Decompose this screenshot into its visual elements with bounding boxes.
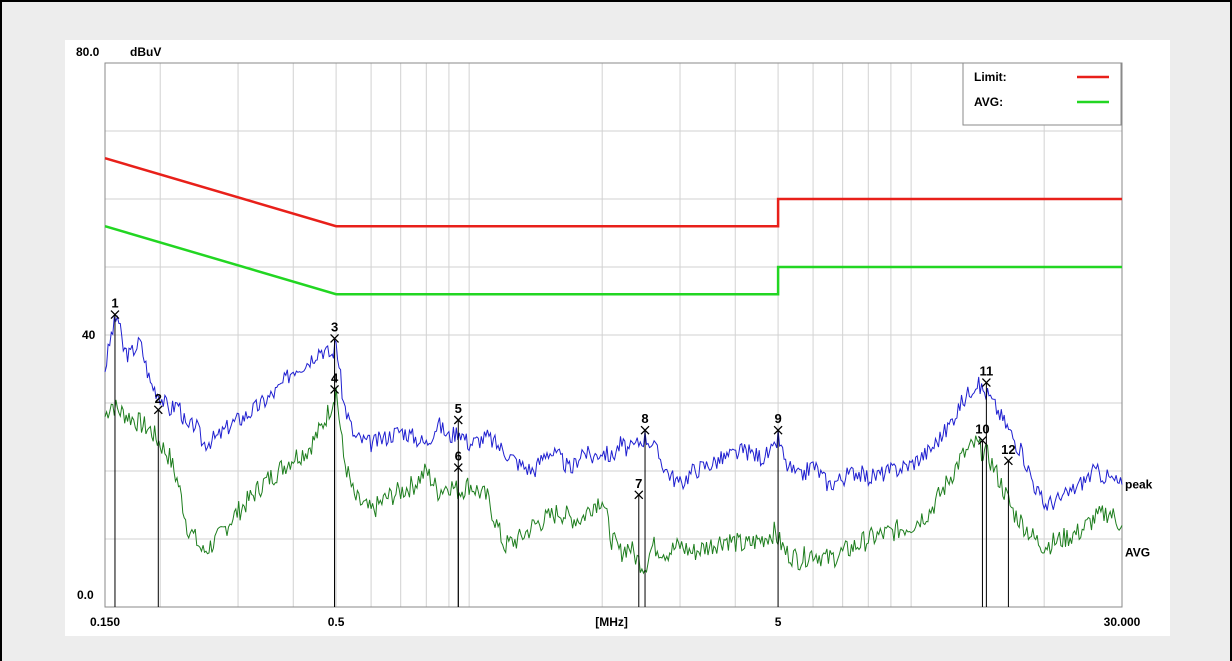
marker-cross bbox=[634, 490, 644, 500]
marker-label: 3 bbox=[331, 319, 338, 334]
marker-cross bbox=[1003, 456, 1013, 466]
y-tick-label-top: 80.0 bbox=[76, 45, 100, 59]
marker-cross bbox=[981, 378, 991, 388]
chart-axes: 80.0 dBuV 40 0.0 0.150 0.5 5 30.000 [MHz] peak AVG bbox=[76, 45, 1153, 629]
y-tick-label-bottom: 0.0 bbox=[77, 588, 94, 602]
peak-trace-label: peak bbox=[1125, 478, 1153, 492]
x-tick-label: 5 bbox=[775, 615, 782, 629]
chart-panel: 1 2 3 4 5 6 7 8 9 10 11 12 80.0 dBuV 40 0.0 0.150 0.5 5 30… bbox=[65, 40, 1170, 636]
marker-label: 6 bbox=[455, 449, 462, 464]
marker-label: 9 bbox=[774, 411, 781, 426]
x-tick-label: 0.5 bbox=[328, 615, 345, 629]
legend-label: AVG: bbox=[974, 95, 1003, 109]
quasi-peak-limit-line bbox=[104, 157, 1122, 228]
marker-label: 1 bbox=[111, 296, 118, 311]
marker-cross bbox=[977, 435, 987, 445]
average-limit-line bbox=[104, 225, 1122, 296]
x-tick-label: 0.150 bbox=[90, 615, 120, 629]
peak-trace bbox=[104, 315, 1123, 511]
chart-grid bbox=[104, 62, 1123, 608]
marker-label: 7 bbox=[635, 476, 642, 491]
avg-trace-label: AVG bbox=[1125, 546, 1150, 560]
marker-label: 11 bbox=[980, 364, 994, 379]
marker-cross bbox=[330, 333, 340, 343]
marker-label: 12 bbox=[1001, 442, 1015, 457]
limit-lines bbox=[104, 157, 1122, 296]
legend-box bbox=[962, 62, 1122, 126]
marker-label: 4 bbox=[331, 370, 339, 385]
legend-label: Limit: bbox=[974, 70, 1007, 84]
marker-cross bbox=[453, 415, 463, 425]
marker-cross bbox=[153, 405, 163, 415]
x-unit-label: [MHz] bbox=[595, 615, 628, 629]
marker-cross bbox=[453, 463, 463, 473]
marker-label: 5 bbox=[455, 401, 462, 416]
marker-cross bbox=[773, 425, 783, 435]
chart-legend: Limit: AVG: bbox=[962, 62, 1122, 126]
marker-label: 8 bbox=[641, 411, 648, 426]
measurement-traces bbox=[104, 315, 1123, 575]
marker-cross bbox=[330, 384, 340, 394]
avg-trace bbox=[104, 387, 1123, 575]
marker-cross bbox=[640, 425, 650, 435]
x-tick-label: 30.000 bbox=[1104, 615, 1141, 629]
marker-cross bbox=[110, 310, 120, 320]
marker-label: 10 bbox=[975, 421, 989, 436]
y-unit-label: dBuV bbox=[130, 45, 161, 59]
marker-label: 2 bbox=[155, 391, 162, 406]
y-tick-label-mid: 40 bbox=[82, 328, 96, 342]
plot-border bbox=[104, 62, 1123, 608]
